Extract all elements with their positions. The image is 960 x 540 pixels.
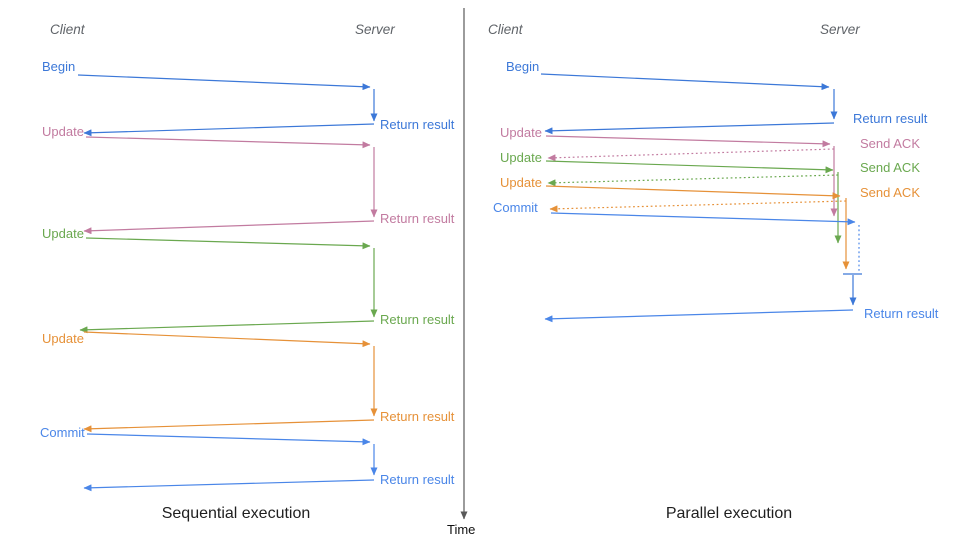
message-label-begin: Begin xyxy=(506,59,539,74)
message-label-update: Update xyxy=(42,124,84,139)
message-label-return-result: Return result xyxy=(864,306,939,321)
message-label-return-result: Return result xyxy=(380,312,455,327)
time-axis: Time xyxy=(447,8,475,537)
message-line-orange xyxy=(83,419,375,433)
message-label-commit: Commit xyxy=(40,425,85,440)
message-label-begin: Begin xyxy=(42,59,75,74)
sequential-header-server: Server xyxy=(355,22,395,37)
message-line-cornflower xyxy=(83,479,375,492)
message-label-send-ack: Send ACK xyxy=(860,136,920,151)
message-line-green xyxy=(545,160,834,174)
message-label-update: Update xyxy=(500,175,542,190)
message-label-update: Update xyxy=(42,331,84,346)
message-label-update: Update xyxy=(42,226,84,241)
message-line-pink xyxy=(545,135,831,148)
sequential-execution-panel: Client Server Begin Update Update Update Commi… xyxy=(40,22,455,522)
message-label-return-result: Return result xyxy=(380,409,455,424)
message-line-blue xyxy=(83,123,375,137)
message-label-return-result: Return result xyxy=(380,472,455,487)
message-label-update: Update xyxy=(500,150,542,165)
message-label-return-result: Return result xyxy=(380,211,455,226)
message-label-return-result: Return result xyxy=(853,111,928,126)
message-label-send-ack: Send ACK xyxy=(860,160,920,175)
message-line-blue xyxy=(540,73,830,91)
ack-line-green xyxy=(547,174,839,187)
message-line-orange xyxy=(83,331,371,348)
message-line-green xyxy=(79,320,375,334)
parallel-header-client: Client xyxy=(488,22,524,37)
message-label-update: Update xyxy=(500,125,542,140)
time-axis-label: Time xyxy=(447,522,475,537)
message-line-green xyxy=(85,237,371,250)
message-line-cornflower xyxy=(550,212,856,226)
message-line-pink xyxy=(83,220,375,235)
message-line-blue xyxy=(77,74,371,91)
sequential-header-client: Client xyxy=(50,22,86,37)
ack-line-orange xyxy=(549,200,847,213)
message-label-return-result: Return result xyxy=(380,117,455,132)
message-line-orange xyxy=(545,185,841,200)
parallel-title: Parallel execution xyxy=(666,505,792,522)
message-line-cornflower xyxy=(86,433,371,446)
message-line-pink xyxy=(85,136,371,149)
ack-line-pink xyxy=(547,148,835,162)
message-line-blue xyxy=(544,122,835,135)
parallel-execution-panel: Client Server Begin Update Update Update Commi… xyxy=(488,22,939,522)
sequential-title: Sequential execution xyxy=(162,505,311,522)
message-label-commit: Commit xyxy=(493,200,538,215)
message-line-cornflower xyxy=(544,309,854,323)
message-label-send-ack: Send ACK xyxy=(860,185,920,200)
parallel-header-server: Server xyxy=(820,22,860,37)
